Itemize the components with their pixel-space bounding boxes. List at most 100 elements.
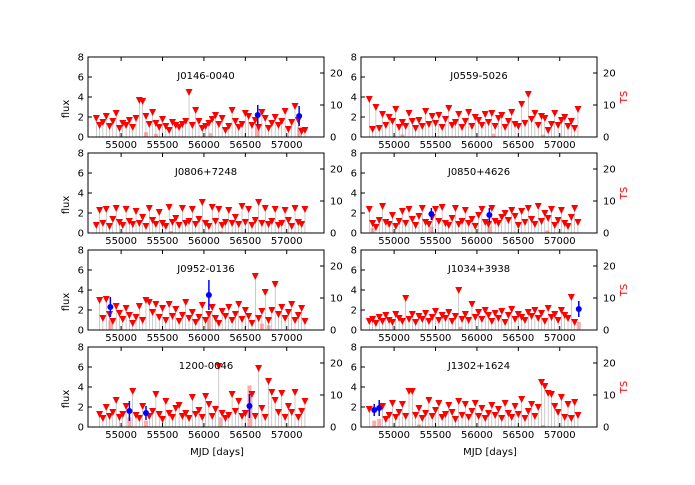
upper-limit-marker	[175, 124, 183, 131]
upper-limit-marker	[428, 314, 436, 321]
upper-limit-marker	[528, 401, 536, 408]
upper-limit-marker	[294, 219, 302, 226]
y2-tick-label: 0	[330, 229, 336, 240]
x-tick-label: 57000	[544, 140, 576, 151]
upper-limit-marker	[395, 218, 403, 225]
upper-limit-marker	[258, 308, 266, 315]
y2-tick-label: 10	[603, 101, 616, 112]
upper-limit-marker	[547, 314, 555, 321]
ts-bar	[297, 126, 302, 137]
upper-limit-marker	[245, 113, 253, 120]
upper-limit-marker	[524, 91, 532, 98]
upper-limit-marker	[538, 310, 546, 317]
upper-limit-marker	[119, 411, 127, 418]
upper-limit-marker	[564, 123, 572, 130]
upper-limit-marker	[185, 89, 193, 96]
upper-limit-marker	[418, 123, 426, 130]
upper-limit-marker	[441, 315, 449, 322]
upper-limit-marker	[182, 299, 190, 306]
y2-axis-label: TS	[619, 284, 630, 297]
upper-limit-marker	[268, 120, 276, 127]
upper-limit-marker	[571, 125, 579, 132]
upper-limit-marker	[258, 405, 266, 412]
upper-limit-marker	[468, 123, 476, 130]
upper-limit-marker	[142, 113, 150, 120]
upper-limit-marker	[498, 308, 506, 315]
y-tick-label: 0	[351, 326, 357, 337]
upper-limit-marker	[231, 408, 239, 415]
y2-tick-label: 10	[603, 197, 616, 208]
upper-limit-marker	[291, 205, 299, 212]
upper-limit-marker	[571, 205, 579, 212]
y-tick-label: 4	[78, 383, 84, 394]
upper-limit-marker	[398, 208, 406, 215]
upper-limit-marker	[291, 389, 299, 396]
upper-limit-marker	[255, 124, 263, 131]
upper-limit-marker	[422, 219, 430, 226]
upper-limit-marker	[461, 118, 469, 125]
upper-limit-marker	[208, 413, 216, 420]
detection-point	[296, 113, 303, 119]
upper-limit-marker	[218, 115, 226, 122]
y-tick-label: 0	[351, 229, 357, 240]
x-axis-label-left: MJD [days]	[190, 447, 244, 458]
upper-limit-marker	[538, 113, 546, 120]
upper-limit-marker	[149, 309, 157, 316]
y-tick-label: 6	[351, 73, 357, 84]
upper-limit-marker	[398, 401, 406, 408]
upper-limit-marker	[132, 208, 140, 215]
panel-title: J0806+7248	[174, 167, 237, 178]
upper-limit-marker	[178, 205, 186, 212]
y2-tick-label: 20	[603, 262, 616, 273]
upper-limit-marker	[395, 315, 403, 322]
upper-limit-marker	[458, 218, 466, 225]
upper-limit-marker	[561, 414, 569, 421]
upper-limit-marker	[518, 208, 526, 215]
upper-limit-marker	[215, 206, 223, 213]
upper-limit-marker	[102, 404, 110, 411]
upper-limit-marker	[425, 221, 433, 228]
upper-limit-marker	[392, 223, 400, 230]
upper-limit-marker	[451, 313, 459, 320]
upper-limit-marker	[567, 214, 575, 221]
upper-limit-marker	[162, 123, 170, 130]
upper-limit-marker	[498, 112, 506, 119]
upper-limit-marker	[106, 123, 114, 130]
y-tick-label: 8	[78, 149, 84, 160]
upper-limit-marker	[524, 205, 532, 212]
upper-limit-marker	[435, 317, 443, 324]
x-tick-label: 55500	[147, 140, 179, 151]
upper-limit-marker	[208, 304, 216, 311]
upper-limit-marker	[485, 119, 493, 126]
y-tick-label: 8	[78, 53, 84, 64]
x-tick-label: 57000	[271, 333, 303, 344]
upper-limit-marker	[278, 304, 286, 311]
upper-limit-marker	[471, 223, 479, 230]
upper-limit-marker	[491, 310, 499, 317]
upper-limit-marker	[557, 307, 565, 314]
upper-limit-marker	[261, 414, 269, 421]
x-tick-label: 56000	[188, 140, 220, 151]
upper-limit-marker	[491, 123, 499, 130]
y-tick-label: 0	[78, 423, 84, 434]
upper-limit-marker	[471, 114, 479, 121]
upper-limit-marker	[231, 214, 239, 221]
upper-limit-marker	[468, 216, 476, 223]
upper-limit-marker	[221, 219, 229, 226]
upper-limit-marker	[135, 303, 143, 310]
upper-limit-marker	[398, 318, 406, 325]
upper-limit-marker	[365, 206, 373, 213]
upper-limit-marker	[415, 213, 423, 220]
panel-title: J1302+1624	[447, 361, 510, 372]
upper-limit-marker	[388, 319, 396, 326]
upper-limit-marker	[278, 220, 286, 227]
x-tick-label: 56500	[229, 430, 261, 441]
upper-limit-marker	[412, 125, 420, 132]
upper-limit-marker	[451, 119, 459, 126]
upper-limit-marker	[481, 307, 489, 314]
upper-limit-marker	[514, 411, 522, 418]
upper-limit-marker	[149, 217, 157, 224]
upper-limit-marker	[501, 210, 509, 217]
upper-limit-marker	[195, 407, 203, 414]
y-tick-label: 0	[351, 423, 357, 434]
